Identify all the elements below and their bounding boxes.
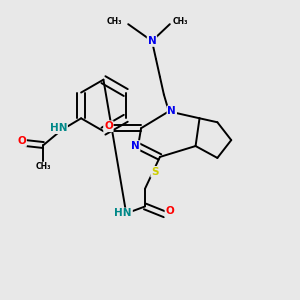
Text: O: O — [165, 206, 174, 216]
Text: HN: HN — [50, 123, 67, 133]
Text: O: O — [104, 121, 113, 131]
Text: CH₃: CH₃ — [36, 162, 51, 171]
Text: HN: HN — [115, 208, 132, 218]
Text: N: N — [148, 36, 156, 46]
Text: N: N — [131, 141, 140, 151]
Text: CH₃: CH₃ — [173, 17, 188, 26]
Text: CH₃: CH₃ — [107, 17, 122, 26]
Text: O: O — [17, 136, 26, 146]
Text: N: N — [167, 106, 176, 116]
Text: S: S — [151, 167, 159, 177]
